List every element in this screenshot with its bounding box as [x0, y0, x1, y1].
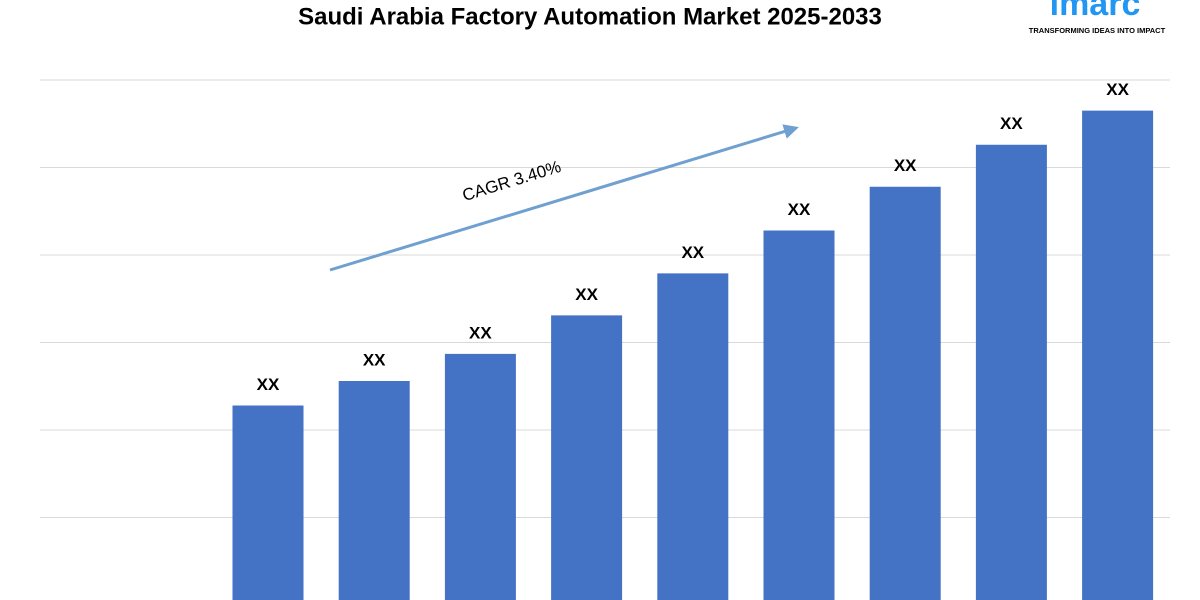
cagr-arrow	[329, 124, 799, 272]
value-label: XX	[1106, 80, 1129, 99]
bar	[1082, 110, 1154, 600]
logo-tagline: TRANSFORMING IDEAS INTO IMPACT	[1029, 26, 1166, 35]
bar	[975, 144, 1047, 600]
value-label: XX	[363, 350, 386, 369]
bar	[338, 381, 410, 600]
bars	[232, 110, 1154, 600]
value-label: XX	[469, 323, 492, 342]
bar	[869, 186, 941, 600]
chart-title: Saudi Arabia Factory Automation Market 2…	[298, 3, 882, 30]
bar	[657, 273, 729, 600]
value-label: XX	[788, 200, 811, 219]
value-label: XX	[575, 285, 598, 304]
bar	[444, 353, 516, 600]
value-label: XX	[1000, 114, 1023, 133]
bar	[232, 405, 304, 600]
value-label: XX	[681, 243, 704, 262]
bar	[551, 315, 623, 600]
logo: imarc	[1050, 0, 1141, 23]
cagr-annotation: CAGR 3.40%	[460, 157, 563, 205]
value-label: XX	[257, 375, 280, 394]
value-label: XX	[894, 156, 917, 175]
bar	[763, 230, 835, 600]
